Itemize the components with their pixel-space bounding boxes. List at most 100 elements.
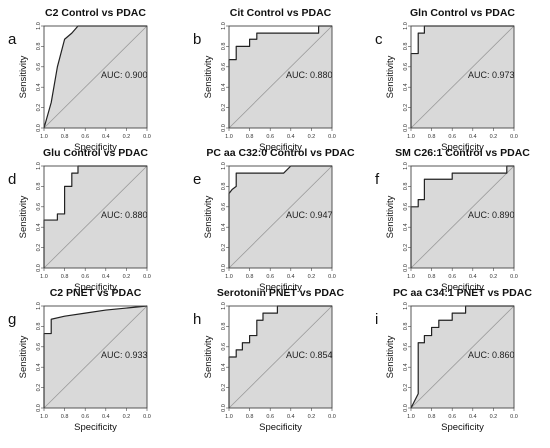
y-tick-label: 0.6 xyxy=(403,203,409,211)
x-tick-label: 0.8 xyxy=(246,274,254,280)
chart-title: C2 Control vs PDAC xyxy=(45,7,146,19)
y-tick-label: 0.2 xyxy=(221,244,227,252)
y-tick-label: 0.2 xyxy=(36,244,42,252)
auc-annotation: AUC: 0.900 xyxy=(101,70,148,80)
x-tick-label: 0.2 xyxy=(490,414,498,420)
y-tick-label: 1.0 xyxy=(36,302,42,310)
plot-frame xyxy=(410,25,515,129)
diagonal-reference-line xyxy=(228,165,333,269)
y-tick-label: 1.0 xyxy=(403,302,409,310)
x-tick-label: 0.4 xyxy=(287,274,295,280)
x-tick-label: 0.0 xyxy=(510,134,518,140)
y-tick-label: 0.4 xyxy=(403,223,409,231)
x-tick-label: 0.6 xyxy=(448,274,456,280)
x-tick-label: 0.6 xyxy=(81,274,89,280)
y-tick-label: 1.0 xyxy=(403,22,409,30)
x-tick-label: 0.2 xyxy=(490,274,498,280)
auc-annotation: AUC: 0.854 xyxy=(286,350,333,360)
auc-annotation: AUC: 0.933 xyxy=(101,350,148,360)
x-tick-label: 1.0 xyxy=(407,134,415,140)
chart-title: Gln Control vs PDAC xyxy=(410,7,515,19)
y-axis-label: Sensitivity xyxy=(18,335,29,378)
y-tick-label: 0.4 xyxy=(36,223,42,231)
x-tick-label: 0.6 xyxy=(266,414,274,420)
chart-title: PC aa C32:0 Control vs PDAC xyxy=(206,147,355,159)
auc-annotation: AUC: 0.880 xyxy=(101,210,148,220)
x-tick-label: 1.0 xyxy=(225,134,233,140)
x-tick-label: 0.6 xyxy=(448,414,456,420)
y-tick-label: 0.8 xyxy=(403,323,409,331)
y-tick-label: 0.2 xyxy=(36,384,42,392)
y-tick-label: 0.0 xyxy=(221,404,227,412)
y-tick-label: 0.6 xyxy=(403,63,409,71)
y-tick-label: 0.8 xyxy=(221,323,227,331)
y-tick-label: 0.0 xyxy=(36,124,42,132)
x-tick-label: 0.8 xyxy=(246,134,254,140)
x-tick-label: 0.8 xyxy=(61,414,69,420)
x-tick-label: 1.0 xyxy=(40,274,48,280)
roc-panel-e: 1.0 0.8 0.6 0.4 0.2 0.0 0.0 0.2 0.4 0.6 0.8 1.0 PC a… xyxy=(193,147,355,293)
diagonal-reference-line xyxy=(43,305,148,409)
x-tick-label: 1.0 xyxy=(225,274,233,280)
y-axis-label: Sensitivity xyxy=(203,335,214,378)
x-tick-label: 0.0 xyxy=(328,274,336,280)
y-axis-label: Sensitivity xyxy=(203,55,214,98)
y-tick-label: 0.4 xyxy=(221,363,227,371)
auc-annotation: AUC: 0.973 xyxy=(468,70,515,80)
roc-panel-f: 1.0 0.8 0.6 0.4 0.2 0.0 0.0 0.2 0.4 0.6 0.8 1.0 SM C… xyxy=(375,147,530,293)
y-tick-label: 0.4 xyxy=(221,223,227,231)
y-tick-label: 1.0 xyxy=(403,162,409,170)
y-tick-label: 0.6 xyxy=(36,203,42,211)
x-tick-label: 0.4 xyxy=(102,134,110,140)
x-tick-label: 0.4 xyxy=(469,134,477,140)
y-tick-label: 1.0 xyxy=(36,22,42,30)
x-tick-label: 0.2 xyxy=(490,134,498,140)
x-tick-label: 0.6 xyxy=(448,134,456,140)
plot-frame xyxy=(43,305,148,409)
x-axis-label: Specificity xyxy=(259,142,302,153)
y-tick-label: 0.4 xyxy=(403,363,409,371)
roc-curve-line xyxy=(43,165,147,268)
x-tick-label: 0.8 xyxy=(428,414,436,420)
x-tick-label: 1.0 xyxy=(407,274,415,280)
plot-frame xyxy=(43,25,148,129)
y-tick-label: 0.4 xyxy=(221,83,227,91)
panel-letter: a xyxy=(8,31,17,48)
x-tick-label: 0.8 xyxy=(61,134,69,140)
x-tick-label: 1.0 xyxy=(40,414,48,420)
y-tick-label: 0.8 xyxy=(403,183,409,191)
x-tick-label: 0.6 xyxy=(266,274,274,280)
x-tick-label: 0.0 xyxy=(143,414,151,420)
roc-panel-i: 1.0 0.8 0.6 0.4 0.2 0.0 0.0 0.2 0.4 0.6 0.8 1.0 PC a… xyxy=(375,287,532,433)
panel-letter: c xyxy=(375,31,383,48)
panel-letter: f xyxy=(375,171,380,188)
roc-curve-line xyxy=(228,305,332,408)
y-tick-label: 0.4 xyxy=(403,83,409,91)
y-tick-label: 0.2 xyxy=(403,244,409,252)
x-tick-label: 1.0 xyxy=(225,414,233,420)
y-tick-label: 0.8 xyxy=(36,323,42,331)
plot-frame xyxy=(410,165,515,269)
y-tick-label: 0.2 xyxy=(221,384,227,392)
x-axis-label: Specificity xyxy=(441,142,484,153)
y-tick-label: 1.0 xyxy=(36,162,42,170)
y-axis-label: Sensitivity xyxy=(385,195,396,238)
y-tick-label: 0.8 xyxy=(221,183,227,191)
diagonal-reference-line xyxy=(43,165,148,269)
y-axis-label: Sensitivity xyxy=(203,195,214,238)
y-tick-label: 0.0 xyxy=(403,124,409,132)
auc-annotation: AUC: 0.860 xyxy=(468,350,515,360)
auc-annotation: AUC: 0.947 xyxy=(286,210,333,220)
y-axis-label: Sensitivity xyxy=(18,195,29,238)
y-tick-label: 0.8 xyxy=(36,43,42,51)
x-tick-label: 1.0 xyxy=(407,414,415,420)
y-axis-label: Sensitivity xyxy=(18,55,29,98)
y-tick-label: 0.0 xyxy=(403,264,409,272)
plot-frame xyxy=(228,25,333,129)
y-tick-label: 0.8 xyxy=(403,43,409,51)
panel-letter: g xyxy=(8,311,16,328)
auc-annotation: AUC: 0.880 xyxy=(286,70,333,80)
roc-panel-c: 1.0 0.8 0.6 0.4 0.2 0.00.00.20.40.60.81.0Gln … xyxy=(375,7,518,153)
x-tick-label: 0.6 xyxy=(81,134,89,140)
